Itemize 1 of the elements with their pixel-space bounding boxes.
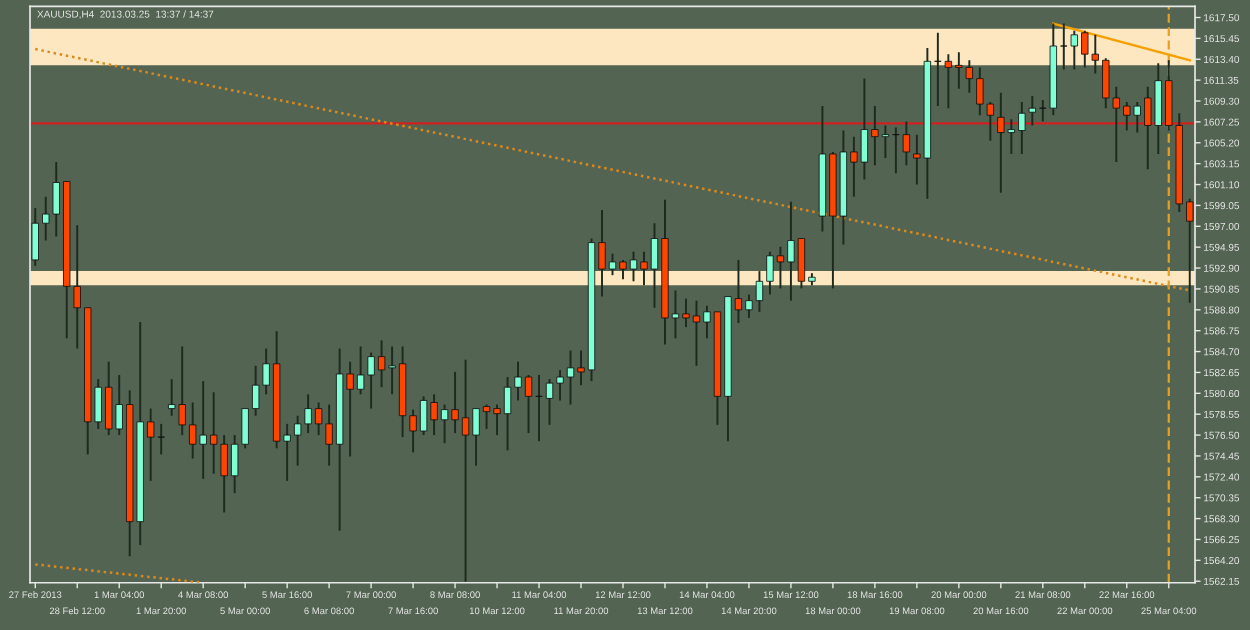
candlestick — [1028, 94, 1036, 127]
